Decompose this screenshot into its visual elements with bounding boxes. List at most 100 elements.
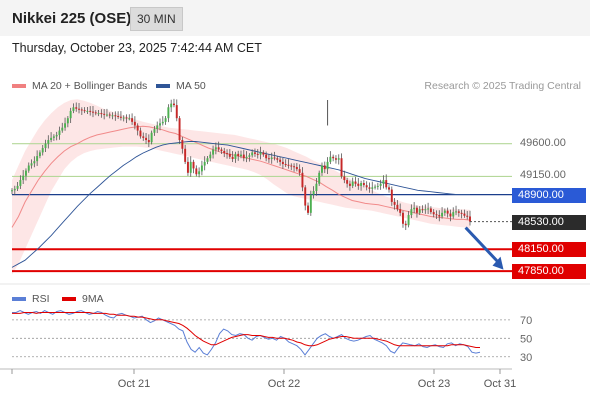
rsi-ma-legend-swatch bbox=[62, 297, 76, 301]
candle-body-156 bbox=[446, 210, 449, 214]
x-tick-label-3: Oct 31 bbox=[484, 378, 516, 390]
candle-body-18 bbox=[61, 127, 64, 131]
candle-body-130 bbox=[374, 186, 377, 188]
candle-body-5 bbox=[24, 170, 27, 176]
candle-body-113 bbox=[326, 161, 329, 170]
candle-body-57 bbox=[170, 103, 173, 108]
candle-body-105 bbox=[304, 187, 307, 206]
candle-body-147 bbox=[421, 209, 424, 211]
candle-body-71 bbox=[209, 154, 212, 159]
candle-body-128 bbox=[368, 187, 371, 189]
candle-body-63 bbox=[186, 161, 189, 173]
candle-body-122 bbox=[351, 181, 354, 186]
candle-body-64 bbox=[189, 161, 192, 173]
candle-body-49 bbox=[147, 140, 150, 143]
candle-body-108 bbox=[312, 191, 315, 195]
candle-body-145 bbox=[415, 207, 418, 213]
rsi-tick-0: 70 bbox=[520, 315, 532, 327]
candle-body-24 bbox=[78, 108, 80, 110]
candle-body-19 bbox=[64, 123, 67, 128]
candle-body-81 bbox=[237, 153, 240, 157]
candle-body-48 bbox=[145, 137, 148, 141]
candle-body-7 bbox=[30, 163, 33, 166]
candle-body-3 bbox=[19, 180, 22, 186]
legend-ma20: MA 20 + Bollinger Bands bbox=[12, 80, 147, 92]
candle-body-25 bbox=[80, 109, 83, 111]
candle-body-58 bbox=[173, 103, 175, 106]
candle-body-120 bbox=[346, 180, 349, 184]
ma50-swatch bbox=[156, 84, 170, 88]
candle-body-78 bbox=[228, 153, 231, 157]
level-label-0: 49600.00 bbox=[520, 136, 566, 149]
interval-button[interactable]: 30 MIN bbox=[130, 7, 183, 31]
candle-body-59 bbox=[175, 105, 178, 119]
candle-body-157 bbox=[449, 213, 452, 217]
candle-body-80 bbox=[234, 153, 237, 159]
candle-body-2 bbox=[16, 185, 19, 189]
candle-body-70 bbox=[206, 158, 209, 162]
candle-body-53 bbox=[159, 123, 161, 126]
candle-body-90 bbox=[262, 152, 265, 155]
candle-body-97 bbox=[281, 161, 284, 165]
candle-body-133 bbox=[382, 180, 385, 184]
candle-body-37 bbox=[114, 115, 117, 117]
candle-body-20 bbox=[66, 118, 69, 124]
candle-body-155 bbox=[443, 210, 446, 213]
candle-body-119 bbox=[343, 176, 346, 181]
candle-body-43 bbox=[131, 118, 134, 122]
candle-body-69 bbox=[203, 161, 206, 166]
candle-body-94 bbox=[273, 157, 276, 159]
candle-body-27 bbox=[86, 110, 89, 112]
candle-body-16 bbox=[55, 134, 58, 137]
candle-body-127 bbox=[365, 185, 368, 188]
candle-body-77 bbox=[226, 153, 229, 155]
candle-body-144 bbox=[413, 207, 416, 210]
candle-body-149 bbox=[427, 208, 430, 210]
candle-body-12 bbox=[44, 143, 47, 149]
rsi-tick-2: 30 bbox=[520, 352, 532, 364]
candle-body-95 bbox=[276, 158, 279, 160]
candle-body-38 bbox=[117, 116, 120, 118]
candle-body-47 bbox=[142, 136, 145, 138]
candle-body-96 bbox=[279, 159, 282, 162]
candle-body-102 bbox=[295, 166, 298, 170]
candle-body-74 bbox=[217, 147, 220, 150]
ma50-line bbox=[11, 141, 470, 268]
candle-body-34 bbox=[105, 114, 108, 116]
candle-body-61 bbox=[181, 140, 184, 149]
candle-body-139 bbox=[399, 209, 402, 213]
candle-body-151 bbox=[432, 212, 435, 215]
candle-body-9 bbox=[36, 156, 39, 162]
candle-body-129 bbox=[371, 187, 374, 189]
legend-ma50: MA 50 bbox=[156, 80, 206, 92]
candle-body-23 bbox=[75, 107, 78, 109]
candle-body-33 bbox=[103, 113, 106, 115]
last-price-label: 48530.00 bbox=[512, 214, 586, 230]
candle-body-66 bbox=[195, 168, 198, 175]
candle-body-46 bbox=[139, 130, 142, 137]
candle-body-30 bbox=[94, 112, 97, 114]
candle-body-134 bbox=[385, 180, 388, 188]
candle-body-126 bbox=[362, 182, 365, 186]
candle-body-55 bbox=[164, 118, 167, 122]
candle-body-45 bbox=[136, 125, 139, 131]
candle-body-40 bbox=[122, 117, 125, 119]
chart-header bbox=[0, 0, 590, 36]
candle-body-132 bbox=[379, 183, 382, 186]
candle-body-154 bbox=[441, 212, 444, 217]
candle-body-125 bbox=[360, 182, 363, 186]
candle-body-29 bbox=[92, 111, 94, 113]
candle-body-10 bbox=[38, 152, 41, 157]
candle-body-75 bbox=[220, 149, 223, 151]
candle-body-41 bbox=[125, 117, 128, 119]
candle-body-160 bbox=[457, 211, 460, 213]
candle-body-79 bbox=[231, 156, 234, 159]
level-label-2: 48900.00 bbox=[512, 187, 586, 203]
candle-body-114 bbox=[329, 156, 332, 162]
candle-body-111 bbox=[321, 165, 323, 173]
candle-body-142 bbox=[407, 215, 410, 226]
x-tick-label-0: Oct 21 bbox=[118, 378, 150, 390]
candle-body-84 bbox=[245, 156, 248, 159]
candle-body-131 bbox=[376, 185, 379, 187]
candle-body-8 bbox=[33, 161, 36, 164]
